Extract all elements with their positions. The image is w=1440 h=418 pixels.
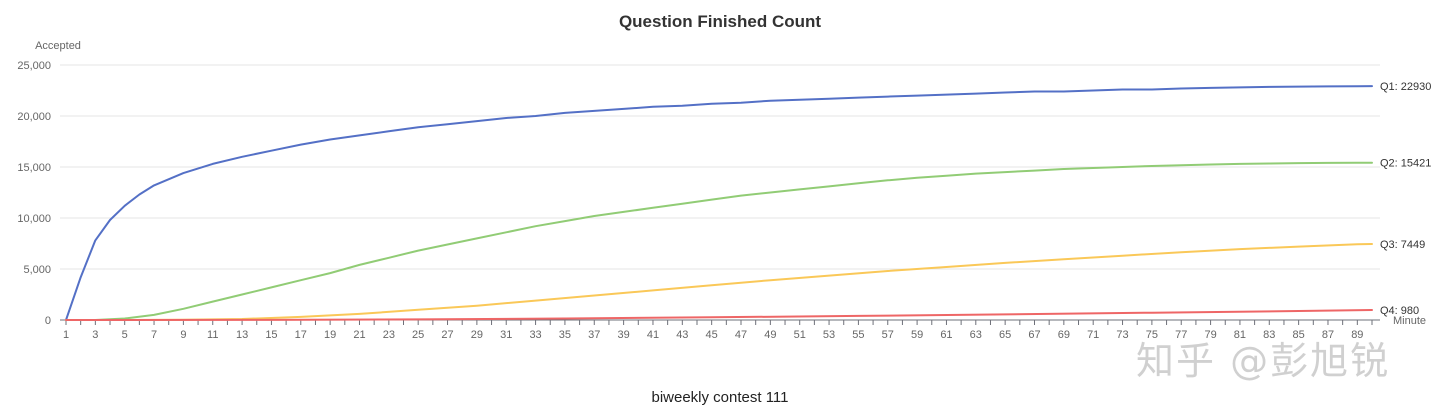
y-tick-label: 0 bbox=[45, 315, 51, 327]
x-tick-label: 77 bbox=[1175, 329, 1187, 341]
x-tick-label: 27 bbox=[441, 329, 453, 341]
chart-caption: biweekly contest 111 bbox=[651, 389, 789, 406]
x-tick-label: 61 bbox=[940, 329, 952, 341]
x-tick-label: 13 bbox=[236, 329, 248, 341]
series-line-q4 bbox=[65, 309, 1373, 321]
x-tick-label: 7 bbox=[151, 329, 157, 341]
y-tick-label: 10,000 bbox=[17, 213, 51, 225]
x-tick-label: 15 bbox=[265, 329, 277, 341]
x-tick-label: 75 bbox=[1146, 329, 1158, 341]
x-tick-label: 39 bbox=[617, 329, 629, 341]
x-tick-label: 11 bbox=[207, 329, 218, 341]
end-label-q3: Q3: 7449 bbox=[1380, 239, 1425, 251]
x-tick-label: 57 bbox=[882, 329, 894, 341]
y-tick-label: 15,000 bbox=[17, 162, 51, 174]
chart-title: Question Finished Count bbox=[619, 12, 821, 31]
y-tick-label: 25,000 bbox=[17, 60, 51, 72]
x-tick-label: 73 bbox=[1116, 329, 1128, 341]
x-tick-label: 23 bbox=[383, 329, 395, 341]
x-tick-label: 19 bbox=[324, 329, 336, 341]
end-label-q2: Q2: 15421 bbox=[1380, 158, 1431, 170]
y-axis-label: Accepted bbox=[35, 40, 81, 52]
x-axis-label: Minute bbox=[1393, 315, 1426, 327]
x-tick-label: 29 bbox=[471, 329, 483, 341]
x-tick-label: 9 bbox=[180, 329, 186, 341]
series-line-q3 bbox=[65, 243, 1373, 321]
x-tick-label: 3 bbox=[92, 329, 98, 341]
x-tick-label: 55 bbox=[852, 329, 864, 341]
x-tick-label: 25 bbox=[412, 329, 424, 341]
watermark: 知乎 @彭旭锐 bbox=[1136, 339, 1391, 383]
x-tick-label: 71 bbox=[1087, 329, 1099, 341]
y-tick-label: 5,000 bbox=[23, 264, 51, 276]
x-tick-label: 63 bbox=[970, 329, 982, 341]
x-tick-label: 37 bbox=[588, 329, 600, 341]
x-tick-label: 81 bbox=[1234, 329, 1246, 341]
grid bbox=[60, 64, 1380, 270]
x-tick-label: 65 bbox=[999, 329, 1011, 341]
x-tick-label: 41 bbox=[647, 329, 659, 341]
y-tick-label: 20,000 bbox=[17, 111, 51, 123]
x-tick-label: 87 bbox=[1322, 329, 1334, 341]
x-tick-label: 43 bbox=[676, 329, 688, 341]
x-tick-label: 69 bbox=[1058, 329, 1070, 341]
x-tick-label: 53 bbox=[823, 329, 835, 341]
x-tick-label: 31 bbox=[500, 329, 512, 341]
x-tick-label: 79 bbox=[1204, 329, 1216, 341]
x-tick-label: 47 bbox=[735, 329, 747, 341]
x-tick-label: 35 bbox=[559, 329, 571, 341]
x-tick-label: 5 bbox=[122, 329, 128, 341]
end-label-q1: Q1: 22930 bbox=[1380, 81, 1431, 93]
series-line-q2 bbox=[65, 161, 1373, 321]
x-axis: 1 3 5 7 9 11 13 15 17 19 21 23 25 27 29 31 33 35 37 39 41 43 4… bbox=[60, 319, 1380, 341]
x-tick-label: 67 bbox=[1028, 329, 1040, 341]
series-end-labels: Q1: 22930 Q2: 15421 Q3: 7449 Q4: 980 bbox=[1380, 81, 1431, 317]
x-tick-label: 33 bbox=[529, 329, 541, 341]
x-tick-label: 59 bbox=[911, 329, 923, 341]
x-tick-label: 17 bbox=[295, 329, 307, 341]
series-line-q1 bbox=[65, 85, 1373, 321]
x-tick-label: 45 bbox=[706, 329, 718, 341]
x-tick-label: 49 bbox=[764, 329, 776, 341]
end-label-q4: Q4: 980 bbox=[1380, 305, 1419, 317]
y-axis: 0 5,000 10,000 15,000 20,000 25,000 bbox=[17, 60, 51, 327]
x-tick-label: 1 bbox=[63, 329, 69, 341]
x-tick-label: 85 bbox=[1293, 329, 1305, 341]
x-tick-label: 89 bbox=[1351, 329, 1363, 341]
series-lines bbox=[65, 85, 1373, 321]
x-tick-label: 21 bbox=[353, 329, 365, 341]
x-tick-label: 83 bbox=[1263, 329, 1275, 341]
x-tick-label: 51 bbox=[794, 329, 806, 341]
